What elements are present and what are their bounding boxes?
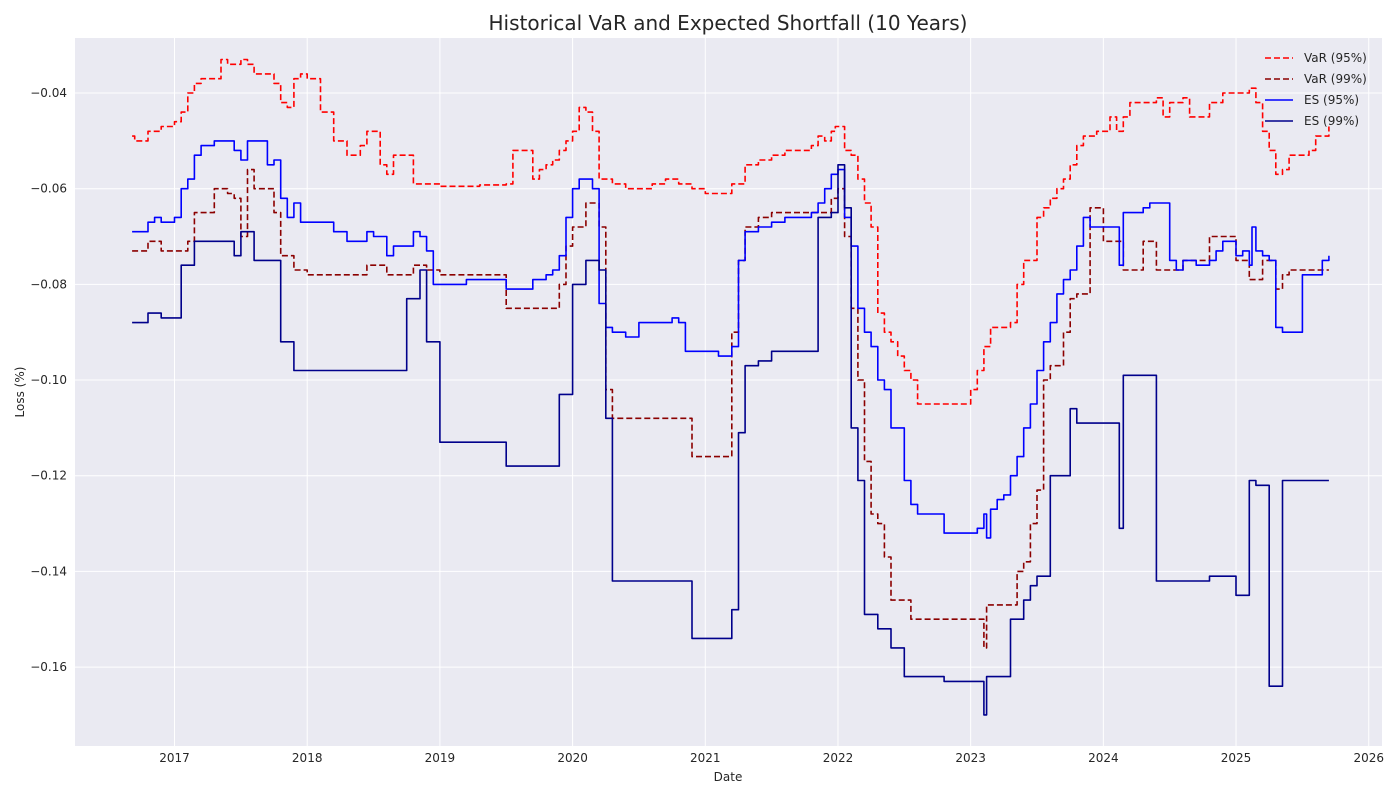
series-layer — [132, 58, 1330, 716]
x-tick-label: 2021 — [690, 751, 721, 765]
x-tick-label: 2022 — [823, 751, 854, 765]
y-tick-label: −0.08 — [30, 277, 67, 291]
series-line-2 — [132, 140, 1330, 539]
y-tick-label: −0.14 — [30, 564, 67, 578]
y-tick-label: −0.16 — [30, 660, 67, 674]
x-tick-label: 2019 — [425, 751, 456, 765]
plot-area — [75, 38, 1382, 746]
y-tick-labels: −0.16 −0.14 −0.12 −0.10 −0.08 −0.06 −0.04 — [30, 86, 67, 674]
x-tick-labels: 2017 2018 2019 2020 2021 2022 2023 2024 2025 2026 — [159, 751, 1384, 765]
legend-label-2: ES (95%) — [1304, 93, 1359, 107]
x-tick-label: 2020 — [557, 751, 588, 765]
x-tick-label: 2023 — [955, 751, 986, 765]
y-tick-label: −0.12 — [30, 469, 67, 483]
y-axis-label: Loss (%) — [13, 367, 27, 418]
legend: VaR (95%) VaR (99%) ES (95%) ES (99%) — [1265, 51, 1367, 128]
x-tick-label: 2017 — [159, 751, 190, 765]
y-tick-label: −0.04 — [30, 86, 67, 100]
x-axis-label: Date — [714, 770, 743, 784]
legend-label-1: VaR (99%) — [1304, 72, 1367, 86]
legend-label-3: ES (99%) — [1304, 114, 1359, 128]
grid-lines — [75, 38, 1382, 746]
x-tick-label: 2024 — [1088, 751, 1119, 765]
legend-label-0: VaR (95%) — [1304, 51, 1367, 65]
x-tick-label: 2018 — [292, 751, 323, 765]
chart-title: Historical VaR and Expected Shortfall (1… — [489, 11, 968, 35]
series-line-0 — [132, 58, 1330, 405]
series-line-3 — [132, 164, 1329, 716]
x-tick-label: 2026 — [1353, 751, 1384, 765]
x-tick-label: 2025 — [1221, 751, 1252, 765]
y-tick-label: −0.06 — [30, 182, 67, 196]
y-tick-label: −0.10 — [30, 373, 67, 387]
